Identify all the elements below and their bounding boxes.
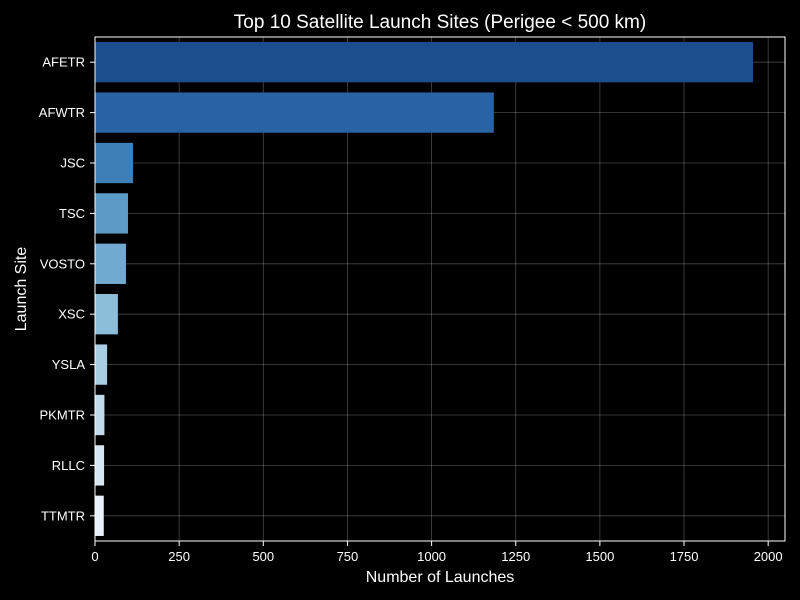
- x-tick-label: 2000: [754, 549, 783, 564]
- y-tick-label: RLLC: [52, 458, 85, 473]
- y-tick-label: PKMTR: [40, 408, 86, 423]
- bars: [95, 42, 754, 536]
- y-tick-label: YSLA: [52, 357, 86, 372]
- bar-tsc: [95, 193, 128, 234]
- x-tick-label: 1500: [585, 549, 614, 564]
- y-tick-label: TTMTR: [41, 508, 85, 523]
- y-axis-ticks: AFETR AFWTR JSC TSC VOSTO XSC YSLA PKMTR RLLC TTM…: [39, 55, 95, 523]
- x-tick-label: 750: [337, 549, 359, 564]
- x-axis-ticks: 0 250 500 750 1000 1250 1500 1750 2000: [91, 541, 783, 564]
- bar-ttmtr: [95, 495, 104, 536]
- bar-vosto: [95, 243, 126, 284]
- bar-jsc: [95, 142, 134, 184]
- bar-ysla: [95, 344, 108, 385]
- y-tick-label: TSC: [59, 206, 85, 221]
- y-tick-label: JSC: [60, 156, 85, 171]
- plot-frame: [94, 36, 786, 542]
- y-tick-label: VOSTO: [40, 256, 85, 271]
- y-axis-label: Launch Site: [13, 247, 30, 332]
- bar-afetr: [95, 42, 754, 83]
- chart-title: Top 10 Satellite Launch Sites (Perigee <…: [234, 12, 646, 33]
- x-tick-label: 500: [252, 549, 274, 564]
- y-tick-label: AFETR: [42, 55, 85, 70]
- x-tick-label: 1000: [417, 549, 446, 564]
- y-tick-label: XSC: [58, 307, 85, 322]
- bar-rllc: [95, 445, 105, 486]
- x-tick-label: 250: [168, 549, 190, 564]
- bar-afwtr: [95, 92, 494, 133]
- x-axis-label: Number of Launches: [366, 569, 515, 586]
- x-tick-label: 0: [91, 549, 98, 564]
- y-tick-label: AFWTR: [39, 105, 85, 120]
- x-tick-label: 1250: [501, 549, 530, 564]
- bar-xsc: [95, 294, 118, 335]
- x-tick-label: 1750: [670, 549, 699, 564]
- bar-pkmtr: [95, 394, 105, 436]
